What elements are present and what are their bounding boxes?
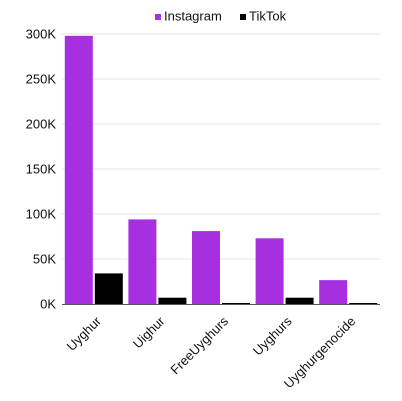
x-tick-label: Uyghurs — [250, 313, 295, 358]
bar-instagram-uighur — [128, 219, 157, 304]
x-tick-label: Uyghur — [64, 313, 105, 354]
y-tick-label: 150K — [26, 162, 57, 177]
legend-label-instagram: Instagram — [164, 9, 222, 24]
bar-tiktok-uighur — [158, 297, 187, 304]
legend-swatch-instagram — [155, 14, 161, 20]
y-tick-label: 250K — [26, 72, 57, 87]
y-tick-label: 200K — [26, 117, 57, 132]
x-axis-ticks: Uyghur Uighur FreeUyghurs UyghursUyghurgeno… — [64, 313, 359, 391]
grid — [62, 33, 380, 260]
x-tick-label: FreeUyghurs — [167, 313, 231, 377]
bar-instagram-freeuyghurs — [192, 231, 220, 304]
bar-tiktok-uyghurs — [285, 297, 314, 304]
x-tick-label: Uighur — [130, 313, 168, 351]
y-axis-ticks: 0K 50K 100K 150K 200K 250K 300K — [26, 27, 57, 312]
bar-instagram-uyghur — [64, 35, 93, 305]
legend-swatch-tiktok — [240, 14, 246, 20]
bar-tiktok-uyghurgenocide — [349, 303, 378, 304]
y-tick-label: 100K — [26, 207, 57, 222]
bar-instagram-uyghurs — [255, 238, 284, 304]
y-tick-label: 0K — [40, 297, 56, 312]
bars — [64, 35, 378, 305]
y-tick-label: 300K — [26, 27, 57, 42]
bar-tiktok-freeuyghurs — [222, 303, 250, 304]
y-tick-label: 50K — [33, 252, 56, 267]
bar-tiktok-uyghur — [94, 273, 123, 304]
legend-label-tiktok: TikTok — [249, 9, 287, 24]
legend: Instagram TikTok — [155, 9, 287, 24]
bar-instagram-uyghurgenocide — [319, 280, 348, 304]
